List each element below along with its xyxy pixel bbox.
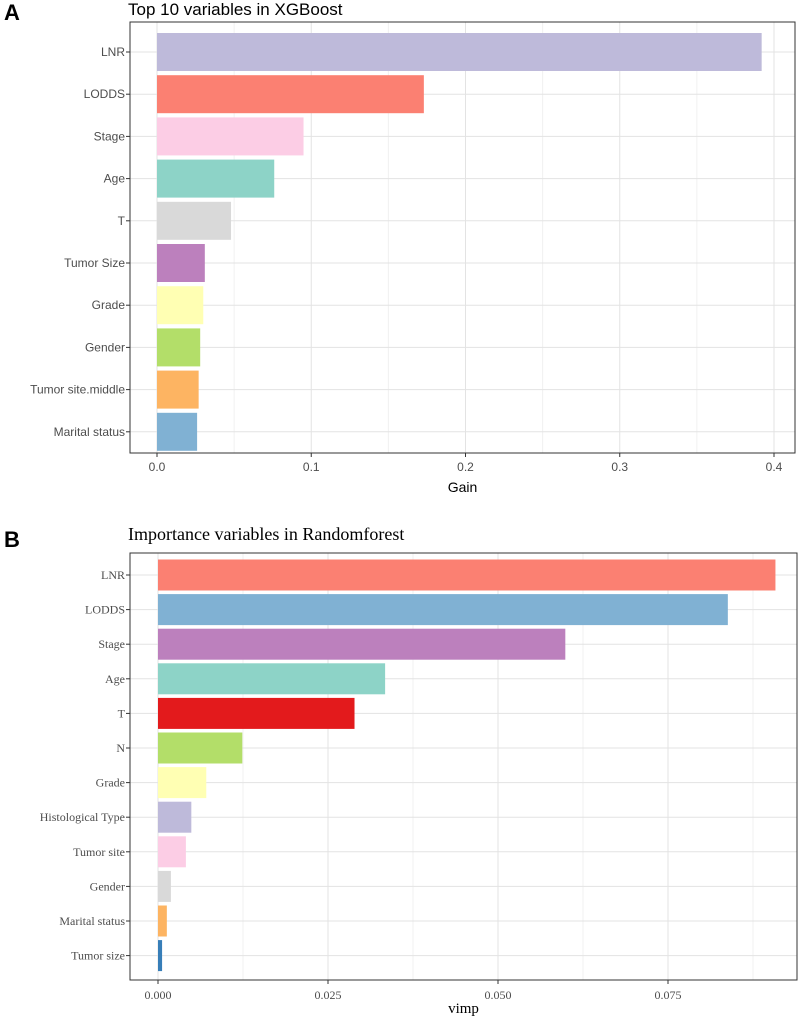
plot-border-b xyxy=(129,552,798,981)
category-label-a: LNR xyxy=(101,45,125,59)
category-label-b: Histological Type xyxy=(40,810,125,824)
bar-b-9 xyxy=(158,870,171,902)
category-label-b: N xyxy=(116,741,125,755)
x-tick-label-a: 0.1 xyxy=(303,460,320,474)
bar-b-5 xyxy=(158,732,243,764)
category-label-b: Age xyxy=(105,672,125,686)
bar-a-2 xyxy=(157,117,304,156)
x-tick-label-a: 0.4 xyxy=(766,460,783,474)
category-label-a: Tumor site.middle xyxy=(30,383,125,397)
category-label-b: Tumor site xyxy=(73,845,125,859)
bar-b-4 xyxy=(158,697,355,729)
category-label-b: LNR xyxy=(101,568,125,582)
bar-b-1 xyxy=(158,594,728,626)
bar-a-7 xyxy=(157,328,201,367)
x-tick-label-a: 0.2 xyxy=(457,460,474,474)
category-label-a: Grade xyxy=(92,298,126,312)
bar-a-6 xyxy=(157,286,204,325)
bar-b-0 xyxy=(158,559,776,591)
category-label-b: LODDS xyxy=(85,603,125,617)
category-label-a: Stage xyxy=(94,129,126,143)
bar-a-1 xyxy=(157,75,424,114)
x-tick-label-b: 0.050 xyxy=(485,988,512,1002)
panel-label-b: B xyxy=(4,527,20,552)
category-label-a: Marital status xyxy=(54,425,125,439)
category-label-b: Gender xyxy=(90,879,125,893)
chart-title-a: Top 10 variables in XGBoost xyxy=(128,0,343,19)
x-tick-label-a: 0.0 xyxy=(149,460,166,474)
category-label-a: Age xyxy=(104,172,126,186)
bar-b-10 xyxy=(158,905,167,937)
chart-title-b: Importance variables in Randomforest xyxy=(128,524,405,544)
bar-b-6 xyxy=(158,767,207,799)
category-label-a: Gender xyxy=(85,340,125,354)
category-label-b: Tumor size xyxy=(71,949,125,963)
x-tick-label-b: 0.075 xyxy=(655,988,682,1002)
category-label-a: T xyxy=(118,214,126,228)
bar-a-8 xyxy=(157,370,199,409)
x-axis-title-b: vimp xyxy=(448,1001,479,1017)
category-label-b: T xyxy=(118,706,126,720)
category-label-a: Tumor Size xyxy=(64,256,125,270)
category-label-b: Marital status xyxy=(59,914,125,928)
bar-a-5 xyxy=(157,244,205,282)
bar-a-9 xyxy=(157,412,198,451)
plot-border-a xyxy=(129,21,796,454)
category-label-b: Grade xyxy=(96,776,125,790)
bar-a-3 xyxy=(157,159,275,198)
x-axis-title-a: Gain xyxy=(448,479,478,495)
bar-a-0 xyxy=(157,33,762,71)
x-tick-label-a: 0.3 xyxy=(611,460,628,474)
x-tick-label-b: 0.025 xyxy=(315,988,342,1002)
bar-b-11 xyxy=(158,940,163,972)
bar-b-8 xyxy=(158,836,186,868)
bar-b-2 xyxy=(158,628,566,660)
x-tick-label-b: 0.000 xyxy=(145,988,172,1002)
bar-a-4 xyxy=(157,201,232,240)
panel-label-a: A xyxy=(4,0,20,25)
bar-b-3 xyxy=(158,663,386,695)
category-label-a: LODDS xyxy=(84,87,125,101)
bar-b-7 xyxy=(158,801,192,833)
category-label-b: Stage xyxy=(98,637,125,651)
